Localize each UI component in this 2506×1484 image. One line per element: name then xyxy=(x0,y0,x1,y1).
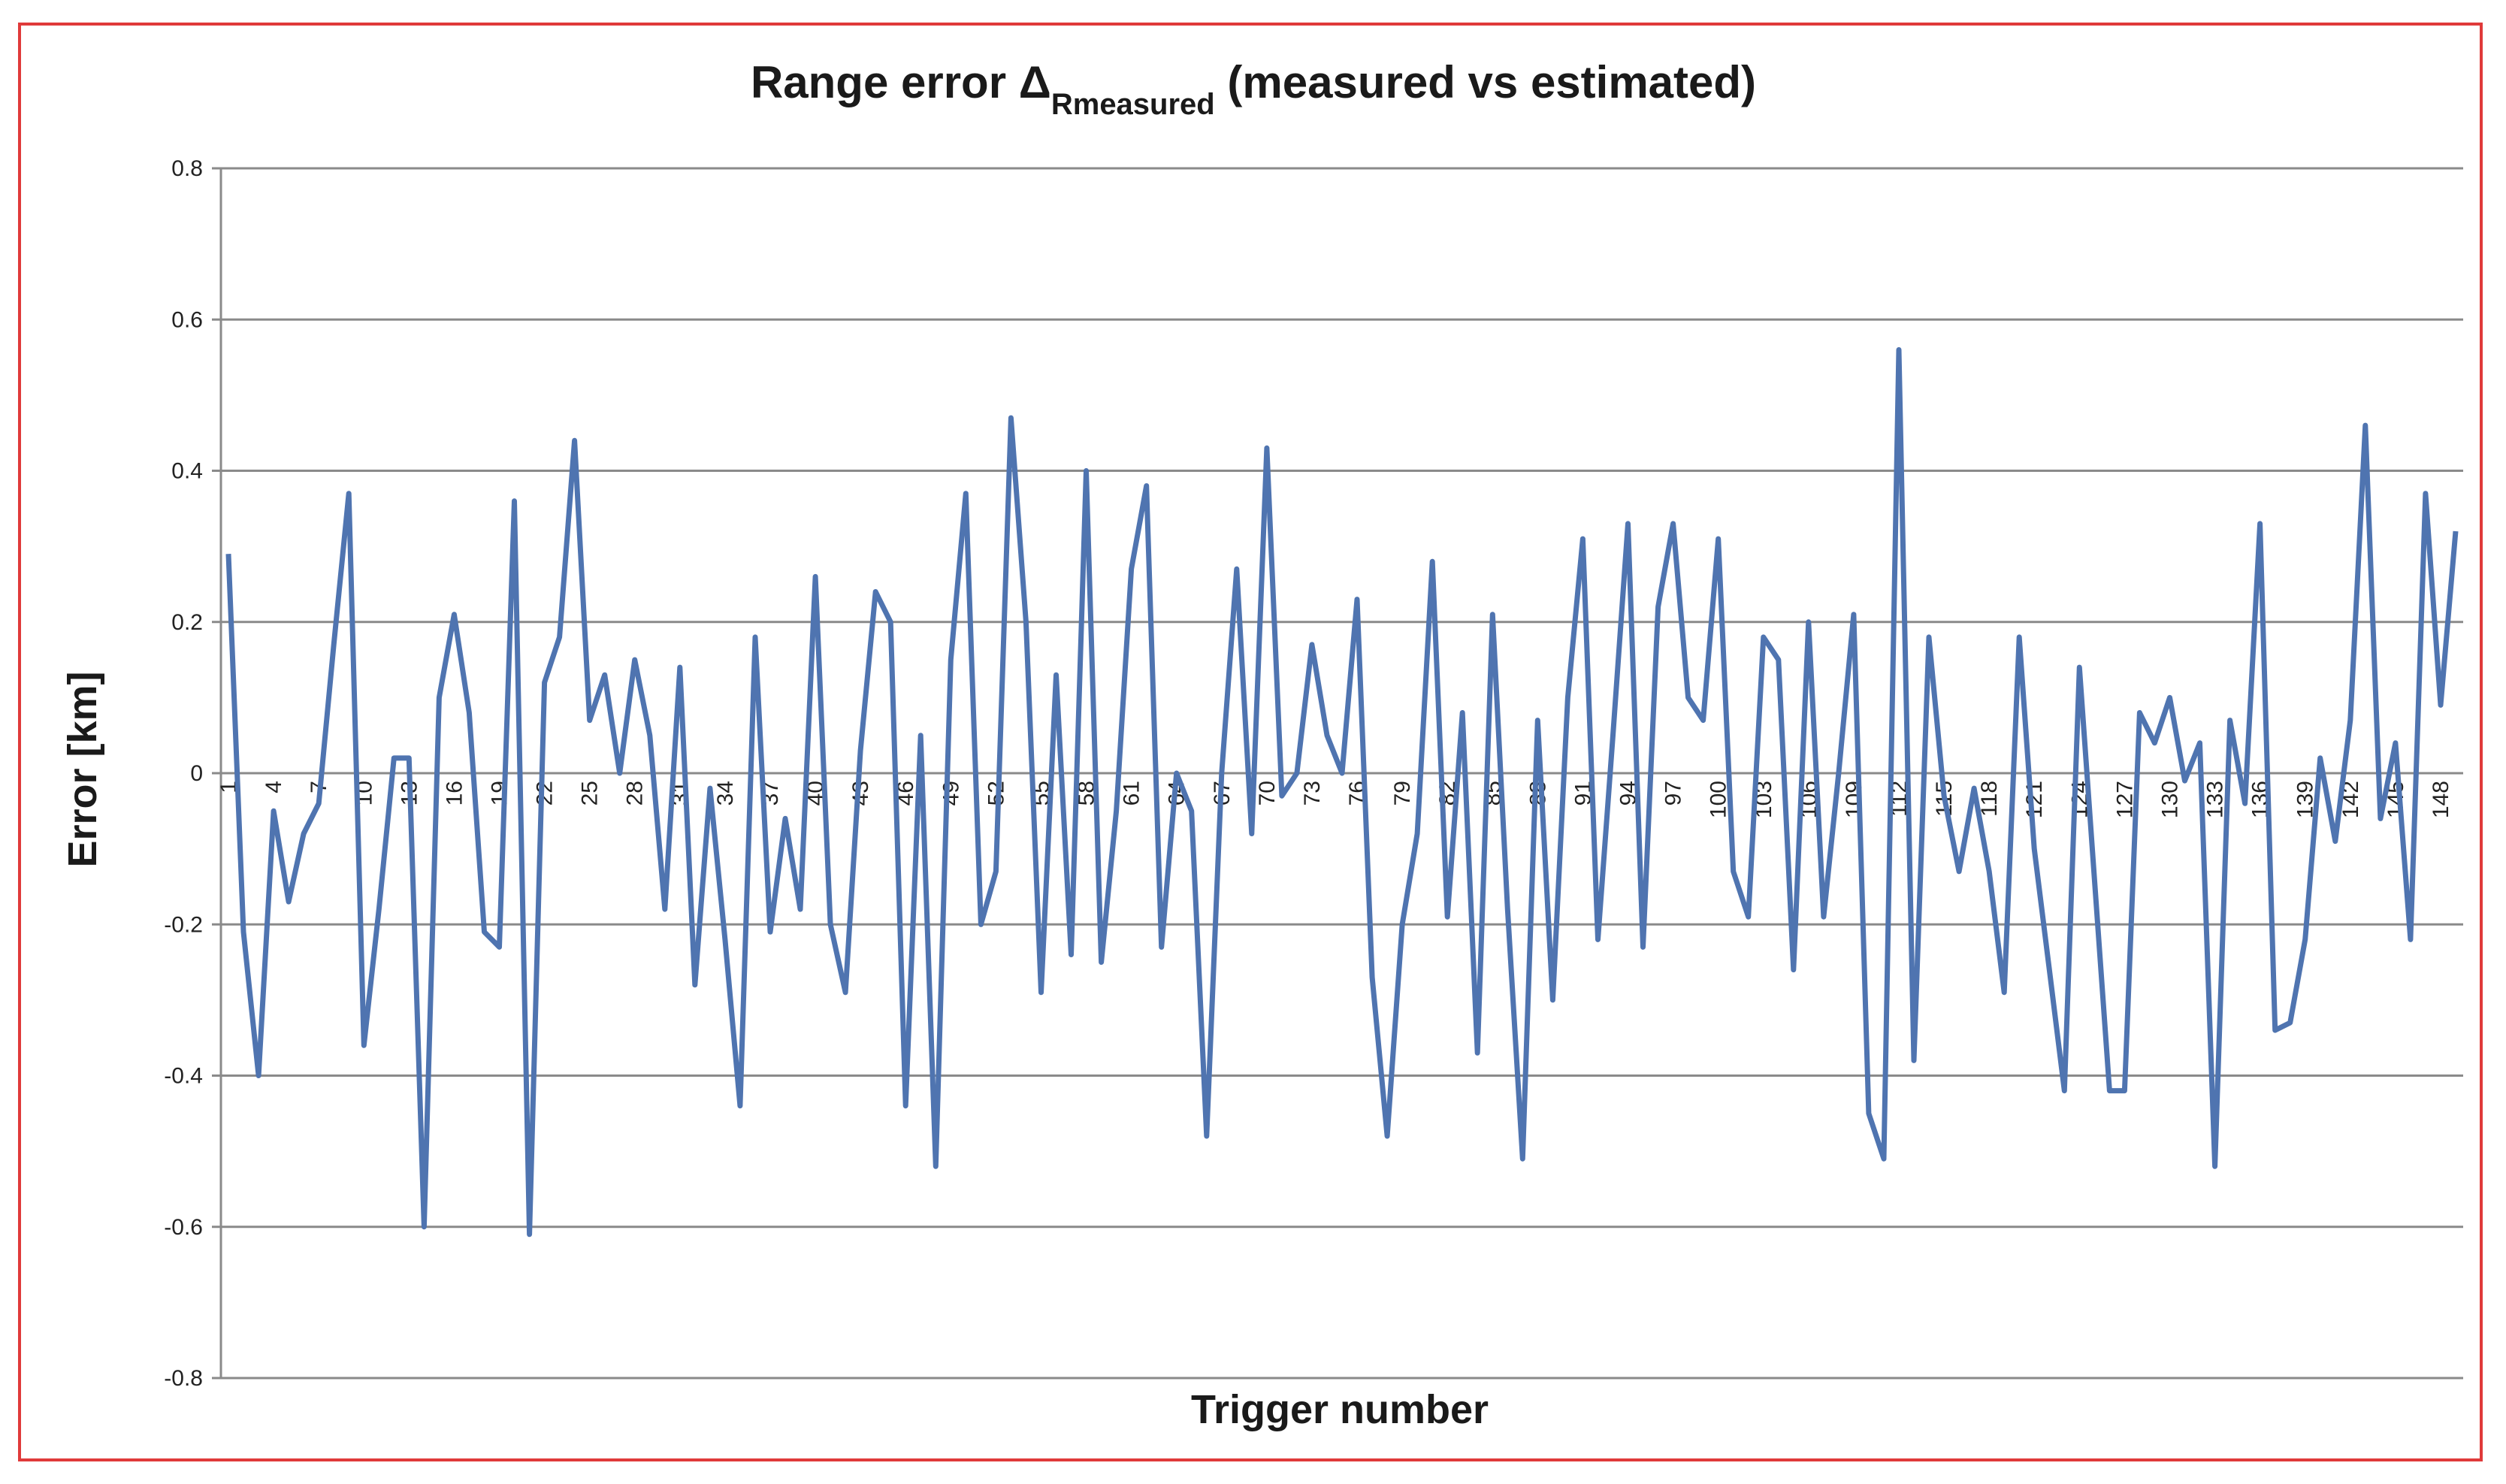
series-layer xyxy=(225,347,2459,1238)
y-tick-label: 0.8 xyxy=(171,156,203,181)
x-axis-label: Trigger number xyxy=(1191,1387,1489,1432)
x-tick-label: 19 xyxy=(487,781,512,805)
x-tick-label: 34 xyxy=(713,781,738,805)
gridlines xyxy=(212,167,2463,1380)
chart-title: Range error ΔRmeasured (measured vs esti… xyxy=(751,57,1756,121)
x-tick-label: 73 xyxy=(1300,781,1325,805)
x-tick-label: 25 xyxy=(578,781,603,805)
x-tick-label: 148 xyxy=(2429,781,2453,818)
y-tick-label: -0.2 xyxy=(164,912,203,937)
x-tick-label: 97 xyxy=(1661,781,1686,805)
x-tick-label: 79 xyxy=(1390,781,1415,805)
x-tick-label: 121 xyxy=(2022,781,2047,818)
y-axis-ticks: 0.8 0.6 0.4 0.2 0 -0.2 -0.4 -0.6 -0.8 xyxy=(164,156,203,1391)
range-error-line-chart: Range error ΔRmeasured (measured vs esti… xyxy=(60,57,2463,1432)
x-tick-label: 133 xyxy=(2203,781,2228,818)
y-tick-label: 0.4 xyxy=(171,459,203,484)
y-tick-label: 0.2 xyxy=(171,610,203,635)
x-axis-ticks: 1 4 7 10 13 16 19 22 25 28 31 34 37 40 43 46 49 52 55 58 61 6… xyxy=(216,781,2453,818)
x-tick-label: 130 xyxy=(2157,781,2182,818)
chart-frame: Range error ΔRmeasured (measured vs esti… xyxy=(18,23,2483,1461)
x-tick-label: 49 xyxy=(939,781,963,805)
x-tick-label: 70 xyxy=(1255,781,1280,805)
y-tick-label: -0.6 xyxy=(164,1215,203,1240)
x-tick-label: 118 xyxy=(1977,781,2002,817)
series-line xyxy=(225,347,2459,1238)
x-tick-label: 16 xyxy=(442,781,467,805)
y-tick-label: -0.4 xyxy=(164,1064,203,1089)
x-tick-label: 109 xyxy=(1842,781,1867,818)
x-tick-label: 22 xyxy=(533,781,558,805)
x-tick-label: 28 xyxy=(623,781,648,805)
x-tick-label: 4 xyxy=(261,781,286,793)
x-tick-label: 61 xyxy=(1120,781,1144,805)
y-tick-label: 0 xyxy=(190,761,203,786)
y-axis-label: Error [km] xyxy=(60,671,105,867)
y-tick-label: 0.6 xyxy=(171,307,203,332)
y-tick-label: -0.8 xyxy=(164,1366,203,1391)
